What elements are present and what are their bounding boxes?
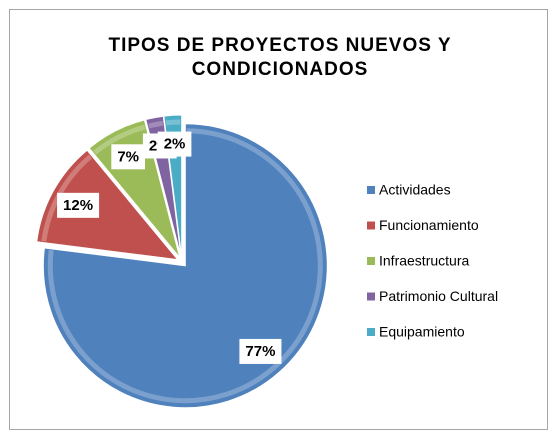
legend-label: Infraestructura [379, 253, 469, 269]
legend-label: Actividades [379, 182, 451, 198]
pie-slice-bevel [47, 128, 323, 404]
data-label-box [157, 131, 192, 157]
legend-swatch [367, 328, 375, 336]
pie-slice-bevel [148, 120, 164, 129]
legend-swatch [367, 292, 375, 301]
legend-swatch [367, 186, 375, 194]
legend-swatch [367, 257, 375, 265]
data-label-box [57, 192, 100, 218]
pie-slice [36, 149, 179, 261]
legend-label: Equipamiento [379, 324, 465, 340]
pie-slice-bevel [93, 124, 146, 155]
pie-slice [42, 123, 328, 409]
data-label-box [239, 338, 282, 364]
data-label: 2% [164, 136, 186, 153]
data-label: 7% [117, 148, 139, 165]
data-label-box [111, 144, 146, 170]
legend-label: Patrimonio Cultural [379, 288, 498, 304]
data-label: 12% [63, 197, 93, 214]
legend-swatch [367, 221, 375, 230]
data-label: 77% [245, 343, 275, 360]
chart-title: TIPOS DE PROYECTOS NUEVOS Y CONDICIONADO… [108, 35, 452, 80]
pie-slice-bevel [165, 119, 181, 126]
legend-label: Funcionamiento [379, 217, 479, 233]
